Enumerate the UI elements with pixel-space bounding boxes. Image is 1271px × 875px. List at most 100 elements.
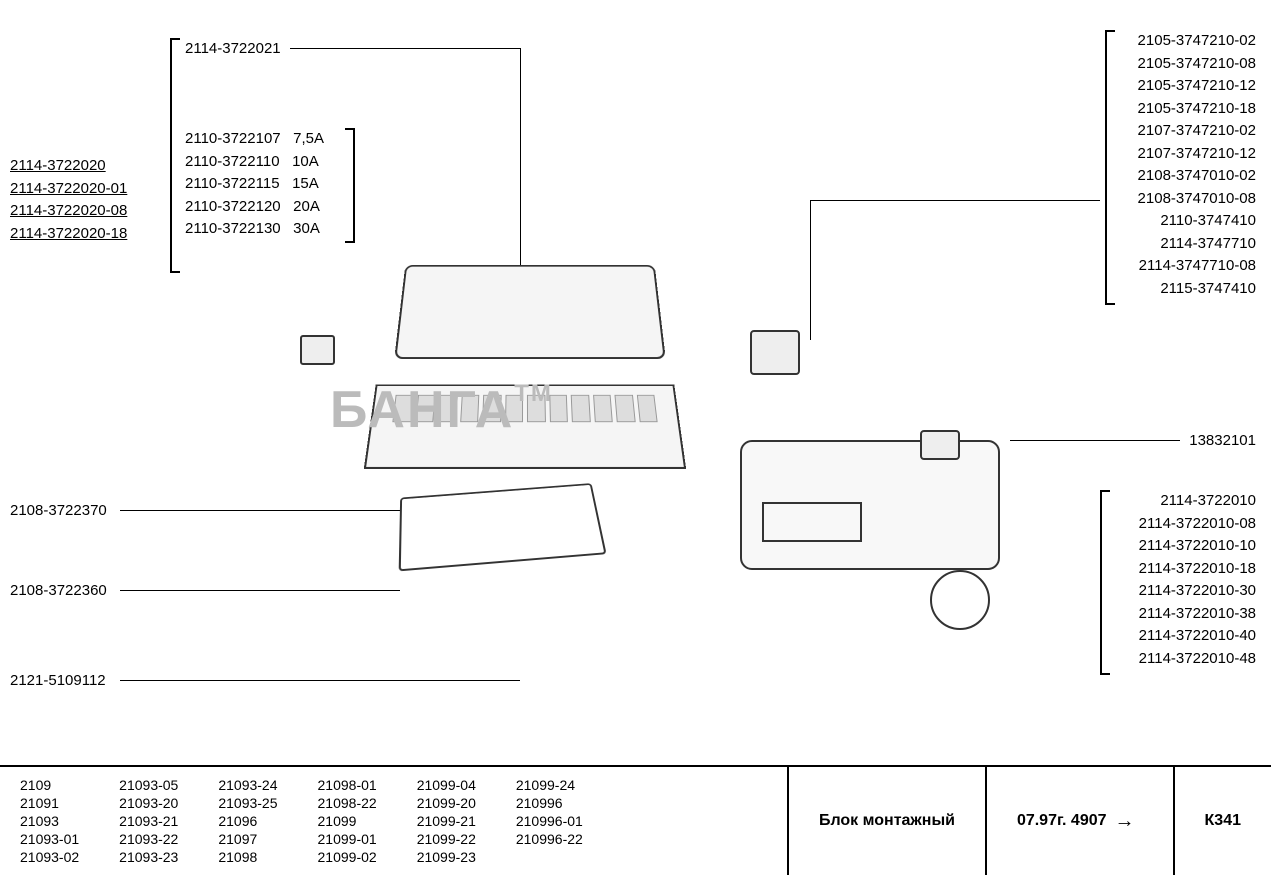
model-code: 21093-24 — [218, 777, 277, 793]
model-code: 210996 — [516, 795, 583, 811]
diagram-title: Блок монтажный — [789, 767, 987, 875]
watermark: БАНГАTM — [330, 380, 553, 440]
diagram-area: 2114-3722020 2114-3722020-01 2114-372202… — [0, 0, 1271, 760]
watermark-text: БАНГА — [330, 381, 514, 439]
fuse-part: 2110-3722120 — [185, 198, 281, 215]
part-label: 2114-3722020-08 — [10, 200, 127, 223]
fuse-amp: 10A — [292, 153, 319, 170]
car-grille — [762, 502, 862, 542]
model-code: 210996-22 — [516, 831, 583, 847]
model-code: 21098 — [218, 849, 277, 865]
model-code: 21099-22 — [417, 831, 476, 847]
fuse-item: 2110-3722120 20A — [185, 196, 324, 219]
bracket-icon — [1100, 490, 1110, 675]
relay-group: 2105-3747210-02 2105-3747210-08 2105-374… — [1138, 30, 1256, 300]
model-code: 21099-02 — [318, 849, 377, 865]
fuse-part: 2110-3722115 — [185, 175, 280, 192]
screw-label: 2121-5109112 — [10, 670, 106, 693]
part-label: 2114-3722010-48 — [1139, 648, 1256, 671]
part-number: 2108-3722360 — [10, 582, 107, 599]
model-code: 210996-01 — [516, 813, 583, 829]
model-code: 21093-05 — [119, 777, 178, 793]
title-text: Блок монтажный — [819, 812, 955, 830]
fuse-amp: 7,5A — [293, 130, 324, 147]
model-col: 21093-05 21093-20 21093-21 21093-22 2109… — [119, 777, 178, 865]
part-label: 2114-3722020-18 — [10, 223, 127, 246]
part-label: 2115-3747410 — [1138, 278, 1256, 301]
assembly-variant-group: 2114-3722020 2114-3722020-01 2114-372202… — [10, 155, 127, 245]
model-code: 21093-20 — [119, 795, 178, 811]
part-label: 2110-3747410 — [1138, 210, 1256, 233]
model-col: 2109 21091 21093 21093-01 21093-02 — [20, 777, 79, 865]
model-code: 21099-23 — [417, 849, 476, 865]
arrow-icon: → — [1115, 810, 1135, 833]
relay-icon — [750, 330, 800, 375]
model-code: 21093-01 — [20, 831, 79, 847]
fuse-group: 2110-3722107 7,5A 2110-3722110 10A 2110-… — [185, 128, 324, 241]
page-code: К341 — [1205, 812, 1241, 830]
model-code: 21096 — [218, 813, 277, 829]
part-label: 2114-3722010-08 — [1139, 513, 1256, 536]
bracket-icon — [345, 128, 355, 243]
model-code: 21093-21 — [119, 813, 178, 829]
gasket-label: 2108-3722370 — [10, 500, 107, 523]
part-label: 2105-3747210-02 — [1138, 30, 1256, 53]
model-code: 21093-25 — [218, 795, 277, 811]
car-illustration — [740, 440, 1020, 620]
part-label: 2114-3722010 — [1139, 490, 1256, 513]
model-code: 21098-22 — [318, 795, 377, 811]
model-code: 21099-21 — [417, 813, 476, 829]
bracket-icon — [170, 38, 180, 273]
part-label: 2114-3722020 — [10, 155, 127, 178]
bottom-section: 2109 21091 21093 21093-01 21093-02 21093… — [0, 765, 1271, 875]
part-label: 2114-3722010-30 — [1139, 580, 1256, 603]
fuse-item: 2110-3722110 10A — [185, 151, 324, 174]
model-code: 21099-20 — [417, 795, 476, 811]
model-code: 21093-23 — [119, 849, 178, 865]
part-label: 2107-3747210-02 — [1138, 120, 1256, 143]
part-label: 2114-3722010-18 — [1139, 558, 1256, 581]
fuse-icon — [300, 335, 335, 365]
model-code: 21099-24 — [516, 777, 583, 793]
nut-label: 13832101 — [1189, 430, 1256, 453]
model-col: 21093-24 21093-25 21096 21097 21098 — [218, 777, 277, 865]
leader-line — [810, 200, 811, 340]
bracket-icon — [1105, 30, 1115, 305]
part-label: 2114-3722010-38 — [1139, 603, 1256, 626]
cover-part-label: 2114-3722021 — [185, 38, 281, 61]
part-label: 2114-3722010-10 — [1139, 535, 1256, 558]
part-label: 2108-3747010-02 — [1138, 165, 1256, 188]
model-table: 2109 21091 21093 21093-01 21093-02 21093… — [0, 767, 603, 875]
model-code: 21099-04 — [417, 777, 476, 793]
part-label: 2105-3747210-08 — [1138, 53, 1256, 76]
fuse-item: 2110-3722130 30A — [185, 218, 324, 241]
fuse-amp: 30A — [293, 220, 320, 237]
part-label: 2108-3747010-08 — [1138, 188, 1256, 211]
fuse-item: 2110-3722115 15A — [185, 173, 324, 196]
date-code-cell: 07.97г. 4907 → — [987, 767, 1175, 875]
part-label: 2105-3747210-18 — [1138, 98, 1256, 121]
fuse-amp: 15A — [292, 175, 319, 192]
model-code: 21099 — [318, 813, 377, 829]
model-col: 21099-04 21099-20 21099-21 21099-22 2109… — [417, 777, 476, 865]
leader-line — [810, 200, 1100, 201]
part-number: 2114-3722021 — [185, 40, 281, 57]
bracket-label: 2108-3722360 — [10, 580, 107, 603]
part-label: 2105-3747210-12 — [1138, 75, 1256, 98]
model-code: 21093-02 — [20, 849, 79, 865]
fuse-amp: 20A — [293, 198, 320, 215]
part-number: 13832101 — [1189, 432, 1256, 449]
part-label: 2114-3747710-08 — [1138, 255, 1256, 278]
fuse-box-on-car — [920, 430, 960, 460]
fuse-item: 2110-3722107 7,5A — [185, 128, 324, 151]
car-body — [740, 440, 1000, 570]
part-label: 2114-3747710 — [1138, 233, 1256, 256]
part-number: 2108-3722370 — [10, 502, 107, 519]
page-code-cell: К341 — [1175, 767, 1271, 875]
leader-line — [520, 48, 521, 268]
fuse-box-lid — [394, 265, 666, 359]
model-code: 21099-01 — [318, 831, 377, 847]
fuse-part: 2110-3722110 — [185, 153, 280, 170]
fuse-part: 2110-3722107 — [185, 130, 281, 147]
part-label: 2114-3722010-40 — [1139, 625, 1256, 648]
